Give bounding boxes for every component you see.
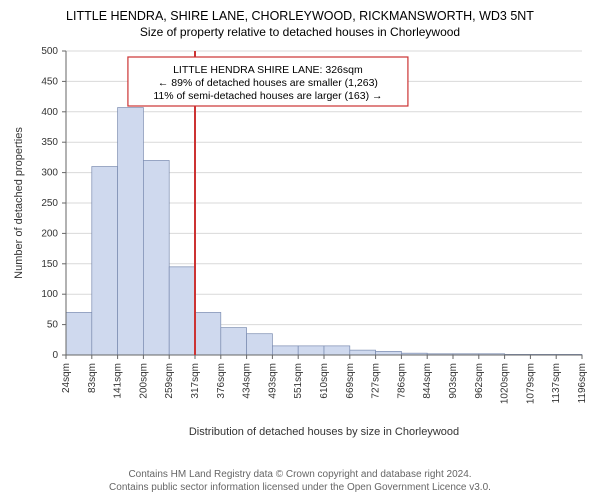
annotation-line: ← 89% of detached houses are smaller (1,… <box>158 77 378 89</box>
histogram-bar <box>118 108 144 355</box>
svg-text:500: 500 <box>41 46 58 57</box>
svg-text:100: 100 <box>41 289 58 300</box>
histogram-bar <box>92 167 118 355</box>
footer-attribution: Contains HM Land Registry data © Crown c… <box>0 468 600 494</box>
svg-text:493sqm: 493sqm <box>267 363 278 399</box>
svg-text:669sqm: 669sqm <box>345 363 356 399</box>
svg-text:317sqm: 317sqm <box>190 363 201 399</box>
histogram-bar <box>272 346 298 355</box>
svg-text:434sqm: 434sqm <box>242 363 253 399</box>
annotation-line: LITTLE HENDRA SHIRE LANE: 326sqm <box>173 64 363 76</box>
svg-text:551sqm: 551sqm <box>293 363 304 399</box>
y-axis-label: Number of detached properties <box>13 127 25 279</box>
svg-text:150: 150 <box>41 259 58 270</box>
histogram-bar <box>247 334 273 355</box>
svg-text:300: 300 <box>41 168 58 179</box>
page-title: LITTLE HENDRA, SHIRE LANE, CHORLEYWOOD, … <box>8 8 592 24</box>
histogram-bar <box>195 313 221 356</box>
svg-text:400: 400 <box>41 107 58 118</box>
svg-text:83sqm: 83sqm <box>87 363 98 393</box>
svg-text:24sqm: 24sqm <box>61 363 72 393</box>
svg-text:50: 50 <box>47 320 59 331</box>
x-axis-label: Distribution of detached houses by size … <box>189 426 459 438</box>
footer-line1: Contains HM Land Registry data © Crown c… <box>128 469 471 480</box>
histogram-bar <box>350 350 376 355</box>
svg-text:844sqm: 844sqm <box>422 363 433 399</box>
svg-text:962sqm: 962sqm <box>474 363 485 399</box>
svg-text:1020sqm: 1020sqm <box>500 363 511 404</box>
annotation-line: 11% of semi-detached houses are larger (… <box>153 90 382 102</box>
svg-text:1196sqm: 1196sqm <box>577 363 588 403</box>
svg-text:610sqm: 610sqm <box>319 363 330 399</box>
svg-text:376sqm: 376sqm <box>216 363 227 399</box>
histogram-bar <box>324 346 350 355</box>
histogram-bar <box>66 313 92 356</box>
svg-text:259sqm: 259sqm <box>164 363 175 399</box>
histogram-bar <box>143 161 169 356</box>
svg-text:0: 0 <box>52 350 58 361</box>
histogram-bar <box>169 267 195 355</box>
svg-text:141sqm: 141sqm <box>113 363 124 399</box>
svg-text:786sqm: 786sqm <box>396 363 407 399</box>
chart-container: LITTLE HENDRA, SHIRE LANE, CHORLEYWOOD, … <box>0 0 600 500</box>
footer-line2: Contains public sector information licen… <box>109 482 491 493</box>
histogram-bar <box>221 328 247 355</box>
svg-text:200: 200 <box>41 229 58 240</box>
histogram-bar <box>376 352 402 356</box>
svg-text:903sqm: 903sqm <box>448 363 459 399</box>
svg-text:1079sqm: 1079sqm <box>525 363 536 404</box>
svg-text:1137sqm: 1137sqm <box>551 363 562 403</box>
svg-text:727sqm: 727sqm <box>371 363 382 399</box>
svg-text:450: 450 <box>41 77 58 88</box>
histogram-chart: 0 50 100 150 200 250 300 350 400 450 500 24sqm 83sqm… <box>8 43 592 443</box>
histogram-bar <box>298 346 324 355</box>
page-subtitle: Size of property relative to detached ho… <box>8 25 592 39</box>
svg-text:200sqm: 200sqm <box>138 363 149 399</box>
svg-text:250: 250 <box>41 198 58 209</box>
svg-text:350: 350 <box>41 137 58 148</box>
